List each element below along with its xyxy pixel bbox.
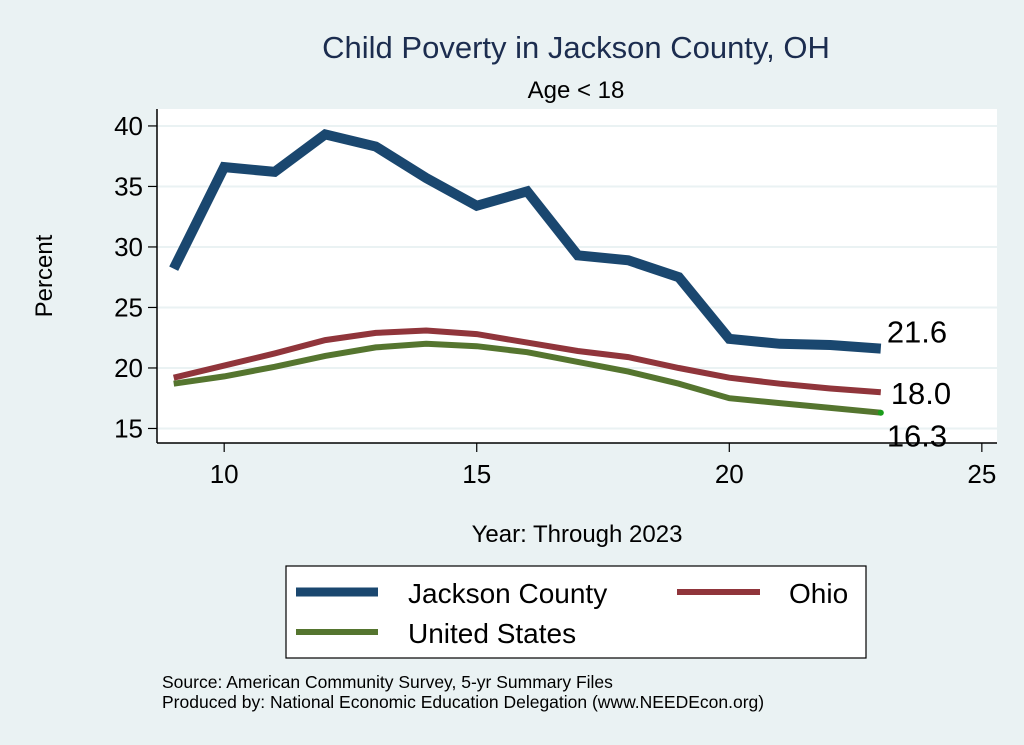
- x-ticks: 10 15 20 25: [210, 443, 996, 489]
- source-note: Source: American Community Survey, 5-yr …: [162, 672, 613, 692]
- legend: Jackson County Ohio United States: [285, 565, 867, 659]
- plot-area: [157, 109, 997, 443]
- series-line-united-states: [173, 340, 882, 416]
- y-axis-label: Percent: [31, 234, 58, 317]
- y-tick-label-25: 25: [114, 292, 143, 322]
- produced-by-note: Produced by: National Economic Education…: [162, 692, 764, 712]
- x-axis-label: Year: Through 2023: [472, 521, 683, 548]
- end-label-ohio: 18.0: [891, 376, 951, 411]
- y-ticks: 15 20 25 30 35 40: [114, 111, 157, 443]
- x-tick-label-15: 15: [462, 459, 491, 489]
- y-tick-label-40: 40: [114, 111, 143, 141]
- y-tick-label-20: 20: [114, 353, 143, 383]
- chart-subtitle: Age < 18: [528, 77, 625, 104]
- y-tick-label-30: 30: [114, 232, 143, 262]
- y-tick-label-35: 35: [114, 171, 143, 201]
- x-tick-label-10: 10: [210, 459, 239, 489]
- legend-label-united-states: United States: [408, 618, 576, 649]
- series-lines: [169, 128, 882, 416]
- series-line-ohio: [173, 327, 882, 396]
- y-tick-label-15: 15: [114, 413, 143, 443]
- end-labels: 21.6 18.0 16.3: [877, 315, 951, 454]
- x-tick-label-25: 25: [967, 459, 996, 489]
- legend-label-jackson-county: Jackson County: [408, 578, 607, 609]
- legend-label-ohio: Ohio: [789, 578, 848, 609]
- chart-title: Child Poverty in Jackson County, OH: [322, 30, 830, 65]
- series-line-jackson-county: [169, 128, 882, 354]
- legend-box: [285, 565, 867, 659]
- end-label-jackson-county: 21.6: [887, 315, 947, 350]
- end-label-united-states: 16.3: [887, 419, 947, 454]
- end-marker-united-states: [877, 409, 884, 416]
- x-tick-label-20: 20: [715, 459, 744, 489]
